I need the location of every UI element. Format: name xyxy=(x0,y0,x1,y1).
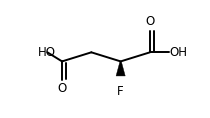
Polygon shape xyxy=(116,61,125,76)
Text: OH: OH xyxy=(169,46,188,59)
Text: HO: HO xyxy=(38,46,56,59)
Text: O: O xyxy=(57,82,67,95)
Text: F: F xyxy=(117,85,124,98)
Text: O: O xyxy=(145,15,155,28)
